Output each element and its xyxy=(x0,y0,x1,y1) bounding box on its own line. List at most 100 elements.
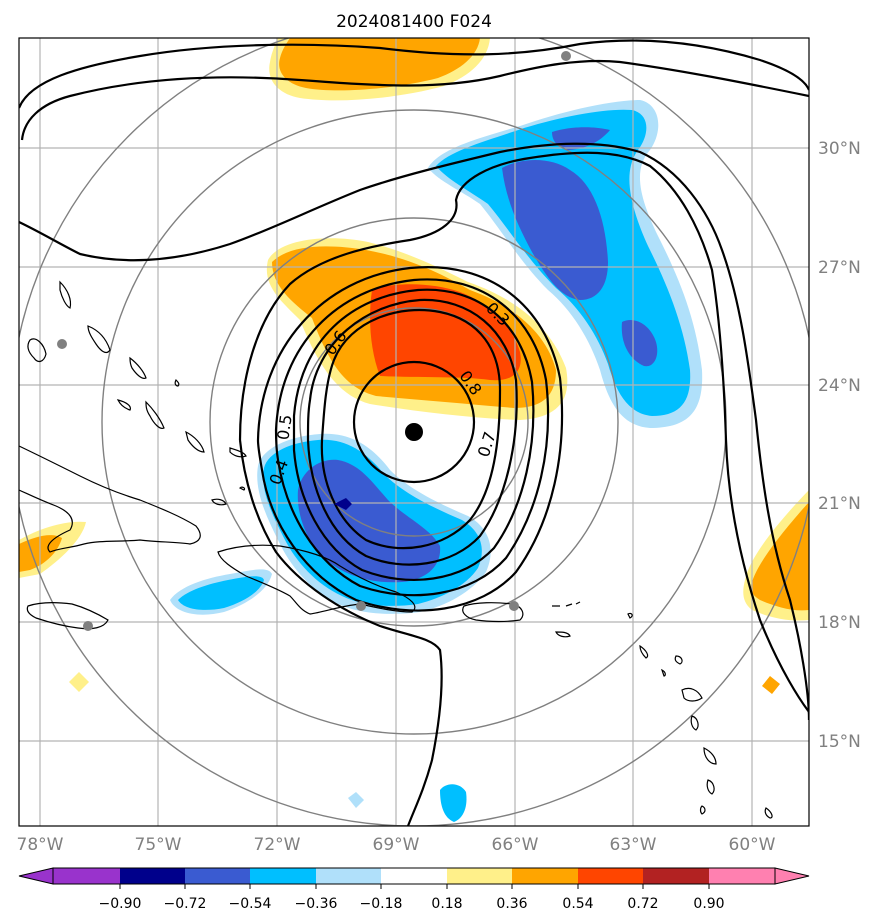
colorbar: −0.90 −0.72 −0.54 −0.36 −0.18 0.18 0.36 … xyxy=(18,867,810,912)
lon-tick-labels: 78°W 75°W 72°W 69°W 66°W 63°W 60°W xyxy=(17,835,776,855)
lat-tick-label: 18°N xyxy=(818,613,861,633)
lat-tick-label: 27°N xyxy=(818,258,861,278)
antilles-2 xyxy=(639,644,649,659)
contour-outer-north xyxy=(19,39,809,109)
bahamas-7 xyxy=(185,430,205,453)
positive-anomaly-east-mid xyxy=(750,502,809,611)
antilles-6 xyxy=(703,747,717,765)
negative-anomaly-ne-dark xyxy=(502,160,608,300)
bahamas-2 xyxy=(87,325,111,354)
station-dot xyxy=(561,51,571,61)
colorbar-extend-low xyxy=(18,867,54,885)
antilles-5 xyxy=(690,715,699,731)
colorbar-swatch xyxy=(643,868,709,884)
negative-anomaly-small-light xyxy=(348,792,364,808)
antilles-3 xyxy=(674,655,683,665)
lat-tick-label: 15°N xyxy=(818,732,861,752)
station-dot xyxy=(83,621,93,631)
colorbar-swatch xyxy=(381,868,447,884)
map-frame xyxy=(18,37,810,827)
lon-tick-label: 66°W xyxy=(492,835,539,855)
negative-anomaly-small xyxy=(440,784,467,822)
cuba-coast xyxy=(19,445,201,553)
contour-ring-1 xyxy=(352,360,476,484)
virgin-islands xyxy=(552,601,581,607)
contour-lines xyxy=(19,39,809,826)
island-c xyxy=(238,486,246,491)
antilles-7 xyxy=(706,779,715,795)
colorbar-tick-label: −0.54 xyxy=(229,896,272,912)
contour-ring-3 xyxy=(306,298,518,566)
colorbar-tick-label: 0.36 xyxy=(496,896,527,912)
antilles-1 xyxy=(627,612,633,619)
colorbar-swatch xyxy=(185,868,250,884)
colorbar-swatch xyxy=(512,868,578,884)
contour-ring-5 xyxy=(274,278,550,597)
bahamas-3 xyxy=(116,399,131,411)
colorbar-swatch xyxy=(709,868,775,884)
colorbar-tick-label: 0.90 xyxy=(693,896,724,912)
colorbar-swatch xyxy=(53,868,120,884)
station-dot xyxy=(509,601,519,611)
contour-ring-6 xyxy=(256,266,564,612)
contour-mid xyxy=(19,142,809,721)
colorbar-swatch xyxy=(447,868,512,884)
colorbar-extend-high xyxy=(774,867,810,885)
turks-caicos xyxy=(229,447,247,458)
colorbar-tick-label: 0.54 xyxy=(562,896,593,912)
antilles-8 xyxy=(699,805,706,815)
colorbar-swatch xyxy=(316,868,381,884)
island-d xyxy=(555,631,571,638)
island-e xyxy=(660,668,666,677)
lon-tick-label: 69°W xyxy=(373,835,420,855)
colorbar-tick-label: −0.72 xyxy=(164,896,207,912)
bahamas-6 xyxy=(59,280,72,309)
lon-tick-label: 78°W xyxy=(17,835,64,855)
lon-tick-label: 63°W xyxy=(610,835,657,855)
lat-tick-label: 24°N xyxy=(818,376,861,396)
jamaica-coast xyxy=(26,602,109,630)
station-dot xyxy=(356,601,366,611)
station-markers xyxy=(57,51,571,631)
negative-anomaly-ne-dark3 xyxy=(621,320,658,367)
colorbar-tick-label: −0.18 xyxy=(360,896,403,912)
bahamas-4 xyxy=(145,400,165,429)
lon-tick-label: 72°W xyxy=(254,835,301,855)
colorbar-tick-label: −0.90 xyxy=(99,896,142,912)
positive-speck xyxy=(762,676,780,694)
map-panel: 0.3 0.6 0.8 0.5 0.7 0.4 xyxy=(19,38,809,826)
contour-ring-2 xyxy=(320,308,502,550)
hispaniola-coast xyxy=(217,544,416,615)
colorbar-swatch xyxy=(120,868,185,884)
antilles-9 xyxy=(764,807,773,819)
puerto-rico-coast xyxy=(462,602,524,623)
bahamas-1 xyxy=(27,338,47,363)
lon-tick-label: 60°W xyxy=(729,835,776,855)
contour-north-2 xyxy=(20,59,809,141)
bahamas-5 xyxy=(129,356,147,379)
colorbar-tick-label: −0.36 xyxy=(295,896,338,912)
antilles-4 xyxy=(681,687,703,702)
station-dot xyxy=(57,339,67,349)
lon-tick-label: 75°W xyxy=(135,835,182,855)
contour-trough xyxy=(238,439,443,826)
contour-inner xyxy=(238,151,809,713)
storm-center-dot xyxy=(405,423,423,441)
colorbar-tick-label: 0.18 xyxy=(431,896,462,912)
lat-tick-labels: 30°N 27°N 24°N 21°N 18°N 15°N xyxy=(818,139,861,752)
island-b xyxy=(174,378,180,387)
figure-title: 2024081400 F024 xyxy=(336,12,492,32)
positive-speck xyxy=(69,672,89,692)
positive-anomaly-top-mid xyxy=(279,38,480,91)
island-a xyxy=(211,498,227,506)
coastlines xyxy=(19,280,773,819)
lat-tick-label: 21°N xyxy=(818,494,861,514)
colorbar-tick-label: 0.72 xyxy=(627,896,658,912)
negative-anomaly-s-dark xyxy=(297,459,441,583)
colorbar-swatch xyxy=(250,868,316,884)
contour-label: 0.5 xyxy=(273,413,295,441)
negative-anomaly-s-west-mid xyxy=(178,576,264,610)
contour-ring-4 xyxy=(292,288,535,581)
colorbar-swatch xyxy=(578,868,643,884)
